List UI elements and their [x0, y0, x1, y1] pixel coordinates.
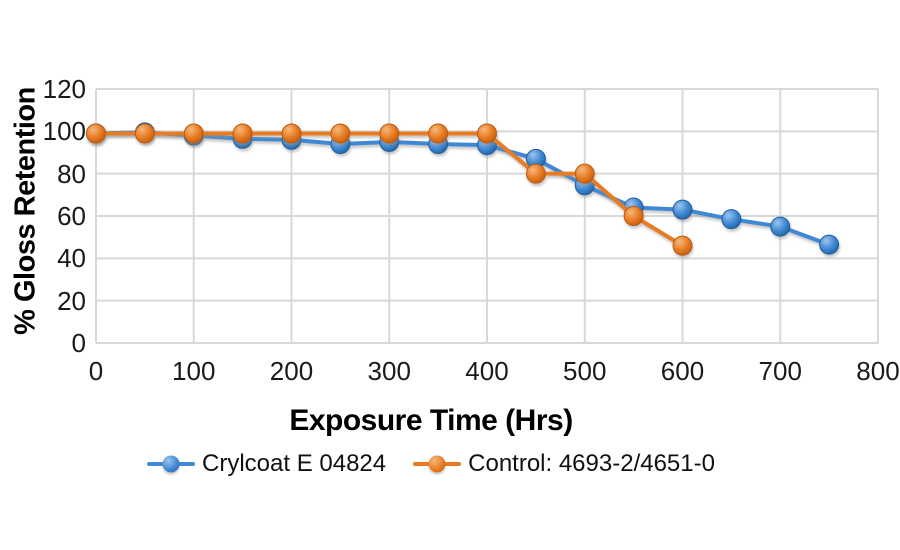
x-tick-label: 600	[660, 356, 705, 386]
series-control	[86, 123, 693, 256]
y-tick-label: 120	[42, 74, 86, 104]
data-point	[477, 123, 497, 144]
legend-item-control: Control: 4693-2/4651-0	[413, 450, 715, 478]
data-point	[623, 206, 644, 226]
y-tick-label: 40	[57, 243, 86, 274]
x-tick-label: 100	[172, 356, 216, 386]
y-tick-label: 0	[71, 328, 86, 358]
x-tick-label: 400	[465, 356, 509, 386]
x-axis-title: Exposure Time (Hrs)	[289, 404, 573, 437]
y-tick-label: 60	[57, 201, 86, 231]
x-tick-label: 800	[856, 356, 900, 386]
data-point	[379, 123, 400, 144]
legend-ball-blue	[162, 455, 180, 473]
legend: Crylcoat E 04824 Control: 4693-2/4651-0	[147, 450, 715, 478]
y-tick-label: 100	[42, 116, 86, 147]
x-tick-label: 700	[758, 356, 802, 386]
data-point	[819, 234, 840, 255]
legend-item-crylcoat: Crylcoat E 04824	[147, 450, 386, 478]
data-point	[134, 123, 155, 144]
legend-label-crylcoat: Crylcoat E 04824	[202, 450, 387, 477]
data-point	[672, 235, 693, 256]
data-point	[232, 123, 253, 144]
data-point	[672, 199, 693, 220]
legend-marker-blue-icon	[147, 454, 196, 474]
data-point	[770, 216, 791, 237]
data-point	[86, 123, 106, 144]
data-point	[525, 163, 546, 184]
data-point	[183, 123, 204, 144]
data-point	[721, 209, 742, 230]
legend-marker-orange-icon	[413, 454, 462, 474]
x-tick-label: 300	[367, 356, 411, 386]
x-tick-label: 500	[563, 356, 607, 386]
x-axis-ticks: 0 100 200 300 400 500 600 700 800	[0, 358, 900, 388]
x-tick-label: 200	[269, 356, 314, 386]
data-point	[428, 123, 449, 144]
plot-area	[86, 88, 879, 344]
y-tick-label: 20	[57, 285, 86, 316]
legend-label-control: Control: 4693-2/4651-0	[468, 450, 715, 477]
series-crylcoat	[86, 122, 840, 255]
data-point	[330, 123, 351, 144]
data-point	[281, 123, 302, 144]
data-point	[574, 163, 595, 184]
x-tick-label: 0	[88, 356, 104, 386]
y-axis-ticks: 0 20 40 60 80 100 120	[0, 0, 86, 420]
legend-ball-orange	[428, 455, 446, 473]
y-tick-label: 80	[57, 158, 86, 189]
gridlines	[95, 88, 879, 344]
